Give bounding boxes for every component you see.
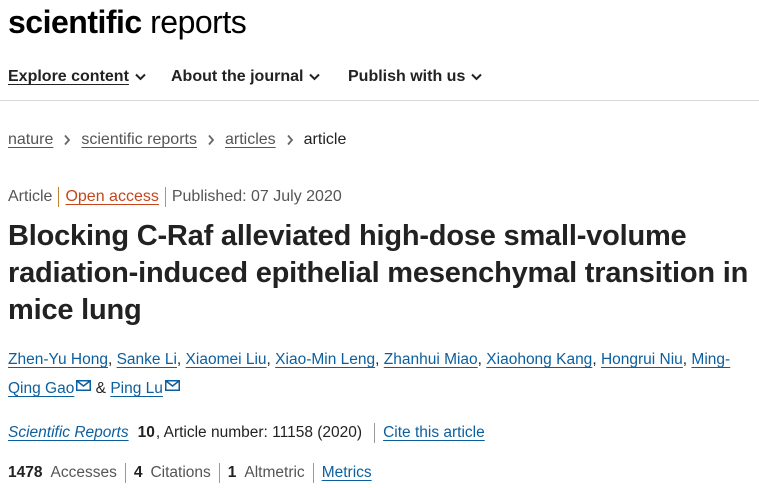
logo-regular-text: reports	[141, 4, 247, 40]
citation-line: Scientific Reports 10 , Article number: …	[8, 423, 485, 443]
nav-publish-with-us[interactable]: Publish with us	[348, 68, 483, 86]
author-separator: ,	[592, 351, 601, 368]
author-link[interactable]: Ming-Qing Gao	[8, 351, 731, 397]
author-separator: ,	[107, 351, 117, 368]
article-type: Article	[8, 188, 53, 205]
chevron-down-icon	[471, 73, 483, 81]
journal-logo[interactable]: scientific reports	[8, 3, 247, 41]
nav-item-label: Publish with us	[348, 68, 466, 85]
author-separator: ,	[375, 351, 384, 368]
email-icon[interactable]	[76, 380, 92, 391]
breadcrumb-current: article	[303, 131, 347, 148]
published-date: Published: 07 July 2020	[171, 188, 342, 205]
metrics-divider	[124, 463, 126, 483]
metrics-divider	[312, 463, 314, 483]
chevron-down-icon	[309, 73, 321, 81]
author-link[interactable]: Hongrui Niu	[600, 351, 683, 368]
author-separator: ,	[266, 351, 276, 368]
main-nav: Explore content About the journal Publis…	[0, 56, 759, 101]
author-and: &	[91, 380, 111, 397]
breadcrumb-articles[interactable]: articles	[224, 131, 276, 148]
citations-label: Citations	[150, 464, 211, 481]
author-link[interactable]: Zhanhui Miao	[383, 351, 478, 368]
altmetric-count: 1	[227, 464, 237, 481]
meta-divider	[164, 187, 166, 207]
volume-number: 10	[137, 424, 155, 441]
author-separator: ,	[477, 351, 487, 368]
logo-bold-text: scientific	[8, 4, 142, 40]
meta-divider	[58, 187, 60, 207]
citations-count: 4	[133, 464, 143, 481]
nav-item-label: About the journal	[171, 68, 304, 85]
article-metrics: 1478 Accesses 4 Citations 1 Altmetric Me…	[8, 463, 372, 483]
metrics-link[interactable]: Metrics	[321, 464, 372, 481]
breadcrumb-nature[interactable]: nature	[8, 131, 54, 148]
open-access-link[interactable]: Open access	[65, 188, 159, 205]
author-link[interactable]: Xiaomei Liu	[185, 351, 267, 368]
author-link[interactable]: Ping Lu	[110, 380, 163, 397]
citation-divider	[374, 423, 376, 443]
accesses-label: Accesses	[50, 464, 117, 481]
article-title: Blocking C-Raf alleviated high-dose smal…	[8, 220, 749, 326]
author-link[interactable]: Sanke Li	[116, 351, 177, 368]
article-meta: Article Open access Published: 07 July 2…	[8, 187, 342, 207]
chevron-down-icon	[135, 73, 146, 81]
author-link[interactable]: Xiao-Min Leng	[275, 351, 376, 368]
author-link[interactable]: Xiaohong Kang	[486, 351, 593, 368]
breadcrumb: nature scientific reports articles artic…	[8, 131, 346, 149]
author-separator: ,	[682, 351, 692, 368]
article-number: , Article number: 11158 (2020)	[155, 424, 363, 441]
chevron-right-icon	[286, 134, 293, 146]
author-separator: ,	[176, 351, 186, 368]
email-icon[interactable]	[164, 380, 180, 391]
chevron-right-icon	[64, 134, 71, 146]
author-link[interactable]: Zhen-Yu Hong	[8, 351, 108, 368]
nav-explore-content[interactable]: Explore content	[8, 68, 146, 86]
breadcrumb-scientific-reports[interactable]: scientific reports	[81, 131, 197, 148]
author-list: Zhen-Yu Hong, Sanke Li, Xiaomei Liu, Xia…	[8, 345, 753, 403]
altmetric-label: Altmetric	[244, 464, 305, 481]
chevron-right-icon	[208, 134, 215, 146]
cite-this-article-link[interactable]: Cite this article	[383, 424, 485, 441]
nav-item-label: Explore content	[8, 68, 129, 85]
journal-link[interactable]: Scientific Reports	[8, 424, 129, 441]
nav-about-journal[interactable]: About the journal	[171, 68, 321, 86]
metrics-divider	[218, 463, 220, 483]
accesses-count: 1478	[8, 464, 43, 481]
